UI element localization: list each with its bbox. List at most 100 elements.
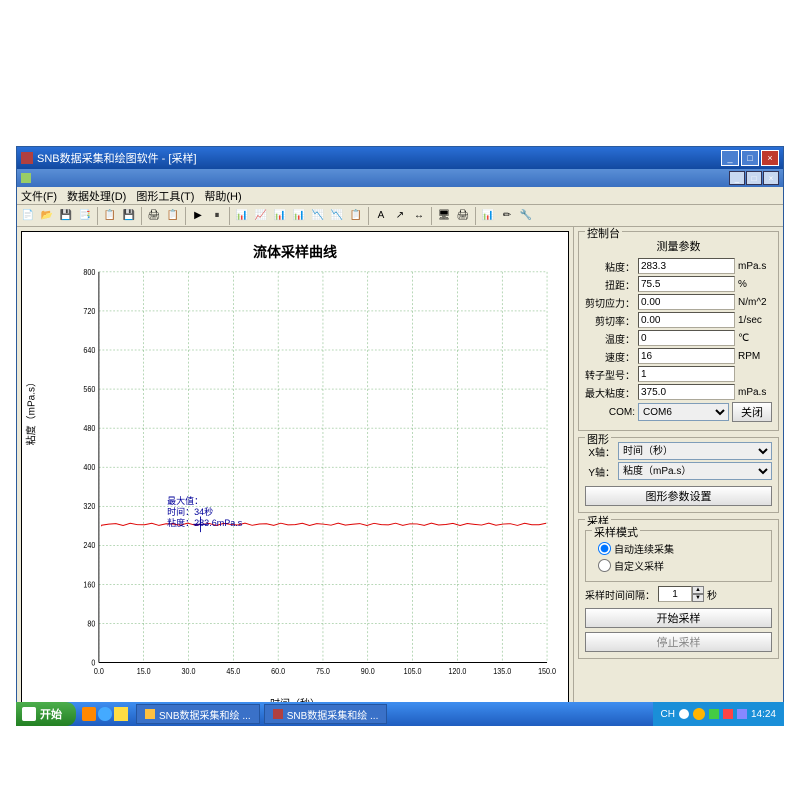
windows-logo-icon — [22, 707, 36, 721]
toolbar-button[interactable]: 📊 — [271, 207, 289, 225]
viscosity-input[interactable] — [638, 258, 735, 274]
start-button[interactable]: 开始 — [16, 702, 76, 726]
toolbar-button[interactable]: 📈 — [252, 207, 270, 225]
toolbar-button[interactable]: ⏸ — [208, 207, 226, 225]
interval-input[interactable] — [658, 586, 692, 602]
toolbar-button[interactable]: ▶ — [189, 207, 207, 225]
maximize-button[interactable]: □ — [741, 150, 759, 166]
svg-text:45.0: 45.0 — [226, 667, 240, 676]
toolbar-button[interactable]: 📋 — [164, 207, 182, 225]
viscosity-unit: mPa.s — [738, 261, 772, 272]
window-title: SNB数据采集和绘图软件 - [采样] — [37, 150, 197, 166]
mdi-maximize-button[interactable]: □ — [746, 171, 762, 185]
tray-icon[interactable] — [709, 709, 719, 719]
temp-input[interactable] — [638, 330, 735, 346]
menu-data[interactable]: 数据处理(D) — [67, 188, 126, 204]
toolbar: 📄📂💾📑📋💾🖨📋▶⏸📊📈📊📊📉📉📋A↗↔🖥🖨📊✏🔧 — [17, 205, 783, 227]
toolbar-button[interactable]: 🔧 — [517, 207, 535, 225]
stop-sample-button[interactable]: 停止采样 — [585, 632, 772, 652]
toolbar-button[interactable]: 📄 — [19, 207, 37, 225]
spin-up[interactable]: ▲ — [692, 586, 704, 594]
maxvisc-unit: mPa.s — [738, 387, 772, 398]
svg-text:15.0: 15.0 — [137, 667, 151, 676]
svg-text:240: 240 — [83, 541, 95, 550]
svg-text:320: 320 — [83, 502, 95, 511]
toolbar-button[interactable]: 🖨 — [454, 207, 472, 225]
toolbar-button[interactable]: 📂 — [38, 207, 56, 225]
toolbar-button[interactable]: 🖨 — [145, 207, 163, 225]
graph-settings-button[interactable]: 图形参数设置 — [585, 486, 772, 506]
svg-text:640: 640 — [83, 346, 95, 355]
mdi-minimize-button[interactable]: _ — [729, 171, 745, 185]
chart-annotation: 最大值：时间：34秒粘度：283.6mPa.s — [167, 496, 242, 528]
svg-text:105.0: 105.0 — [404, 667, 422, 676]
rate-input[interactable] — [638, 312, 735, 328]
toolbar-button[interactable]: 📊 — [290, 207, 308, 225]
toolbar-button[interactable]: ✏ — [498, 207, 516, 225]
mdi-icon — [21, 173, 31, 183]
menu-tools[interactable]: 图形工具(T) — [136, 188, 194, 204]
toolbar-button[interactable]: 💾 — [120, 207, 138, 225]
chart-area: 流体采样曲线 粘度（mPa.s） 时间（秒） 08016024032040048… — [17, 227, 573, 717]
stress-label: 剪切应力： — [585, 295, 635, 310]
start-label: 开始 — [40, 706, 62, 722]
toolbar-button[interactable]: 🖥 — [435, 207, 453, 225]
svg-text:30.0: 30.0 — [182, 667, 196, 676]
rotor-input[interactable] — [638, 366, 735, 382]
com-label: COM: — [585, 407, 635, 418]
mode-custom-radio[interactable] — [598, 559, 611, 572]
tray-icon[interactable] — [737, 709, 747, 719]
torque-unit: % — [738, 279, 772, 290]
mode-auto-radio[interactable] — [598, 542, 611, 555]
quicklaunch-icon[interactable] — [82, 707, 96, 721]
toolbar-button[interactable]: 📋 — [101, 207, 119, 225]
quicklaunch-folder-icon[interactable] — [114, 707, 128, 721]
menu-help[interactable]: 帮助(H) — [204, 188, 241, 204]
toolbar-button[interactable]: 📊 — [233, 207, 251, 225]
toolbar-button[interactable]: 📉 — [328, 207, 346, 225]
speed-unit: RPM — [738, 351, 772, 362]
y-axis-select[interactable]: 粘度（mPa.s） — [618, 462, 772, 480]
tray-icon[interactable] — [679, 709, 689, 719]
maxvisc-input[interactable] — [638, 384, 735, 400]
toolbar-button[interactable]: 📉 — [309, 207, 327, 225]
app-window: SNB数据采集和绘图软件 - [采样] _ □ × _ □ × 文件(F) 数据… — [16, 146, 784, 718]
x-axis-select[interactable]: 时间（秒） — [618, 442, 772, 460]
svg-text:75.0: 75.0 — [316, 667, 330, 676]
maxvisc-label: 最大粘度： — [585, 385, 635, 400]
com-select[interactable]: COM6 — [638, 403, 729, 421]
close-button[interactable]: × — [761, 150, 779, 166]
stress-input[interactable] — [638, 294, 735, 310]
close-com-button[interactable]: 关闭 — [732, 402, 772, 422]
toolbar-button[interactable]: 📊 — [479, 207, 497, 225]
start-sample-button[interactable]: 开始采样 — [585, 608, 772, 628]
quicklaunch-ie-icon[interactable] — [98, 707, 112, 721]
toolbar-button[interactable]: 💾 — [57, 207, 75, 225]
chart-box: 流体采样曲线 粘度（mPa.s） 时间（秒） 08016024032040048… — [21, 231, 569, 713]
torque-input[interactable] — [638, 276, 735, 292]
toolbar-button[interactable]: ↗ — [391, 207, 409, 225]
svg-text:720: 720 — [83, 307, 95, 316]
toolbar-button[interactable]: A — [372, 207, 390, 225]
spin-down[interactable]: ▼ — [692, 594, 704, 602]
speed-input[interactable] — [638, 348, 735, 364]
svg-text:800: 800 — [83, 268, 95, 277]
taskbar-item[interactable]: SNB数据采集和绘 ... — [136, 704, 260, 724]
clock[interactable]: 14:24 — [751, 709, 776, 720]
svg-text:135.0: 135.0 — [493, 667, 511, 676]
lang-indicator[interactable]: CH — [661, 709, 675, 720]
interval-spinner[interactable]: ▲▼ — [658, 586, 704, 602]
svg-text:80: 80 — [87, 619, 95, 628]
toolbar-button[interactable]: 📋 — [347, 207, 365, 225]
svg-text:120.0: 120.0 — [448, 667, 466, 676]
tray-icon[interactable] — [723, 709, 733, 719]
mode-label: 采样模式 — [592, 524, 640, 540]
tray-icon[interactable] — [693, 708, 705, 720]
mdi-close-button[interactable]: × — [763, 171, 779, 185]
minimize-button[interactable]: _ — [721, 150, 739, 166]
toolbar-button[interactable]: 📑 — [76, 207, 94, 225]
toolbar-button[interactable]: ↔ — [410, 207, 428, 225]
system-tray: CH 14:24 — [653, 702, 784, 726]
menu-file[interactable]: 文件(F) — [21, 188, 57, 204]
taskbar-item[interactable]: SNB数据采集和绘 ... — [264, 704, 388, 724]
